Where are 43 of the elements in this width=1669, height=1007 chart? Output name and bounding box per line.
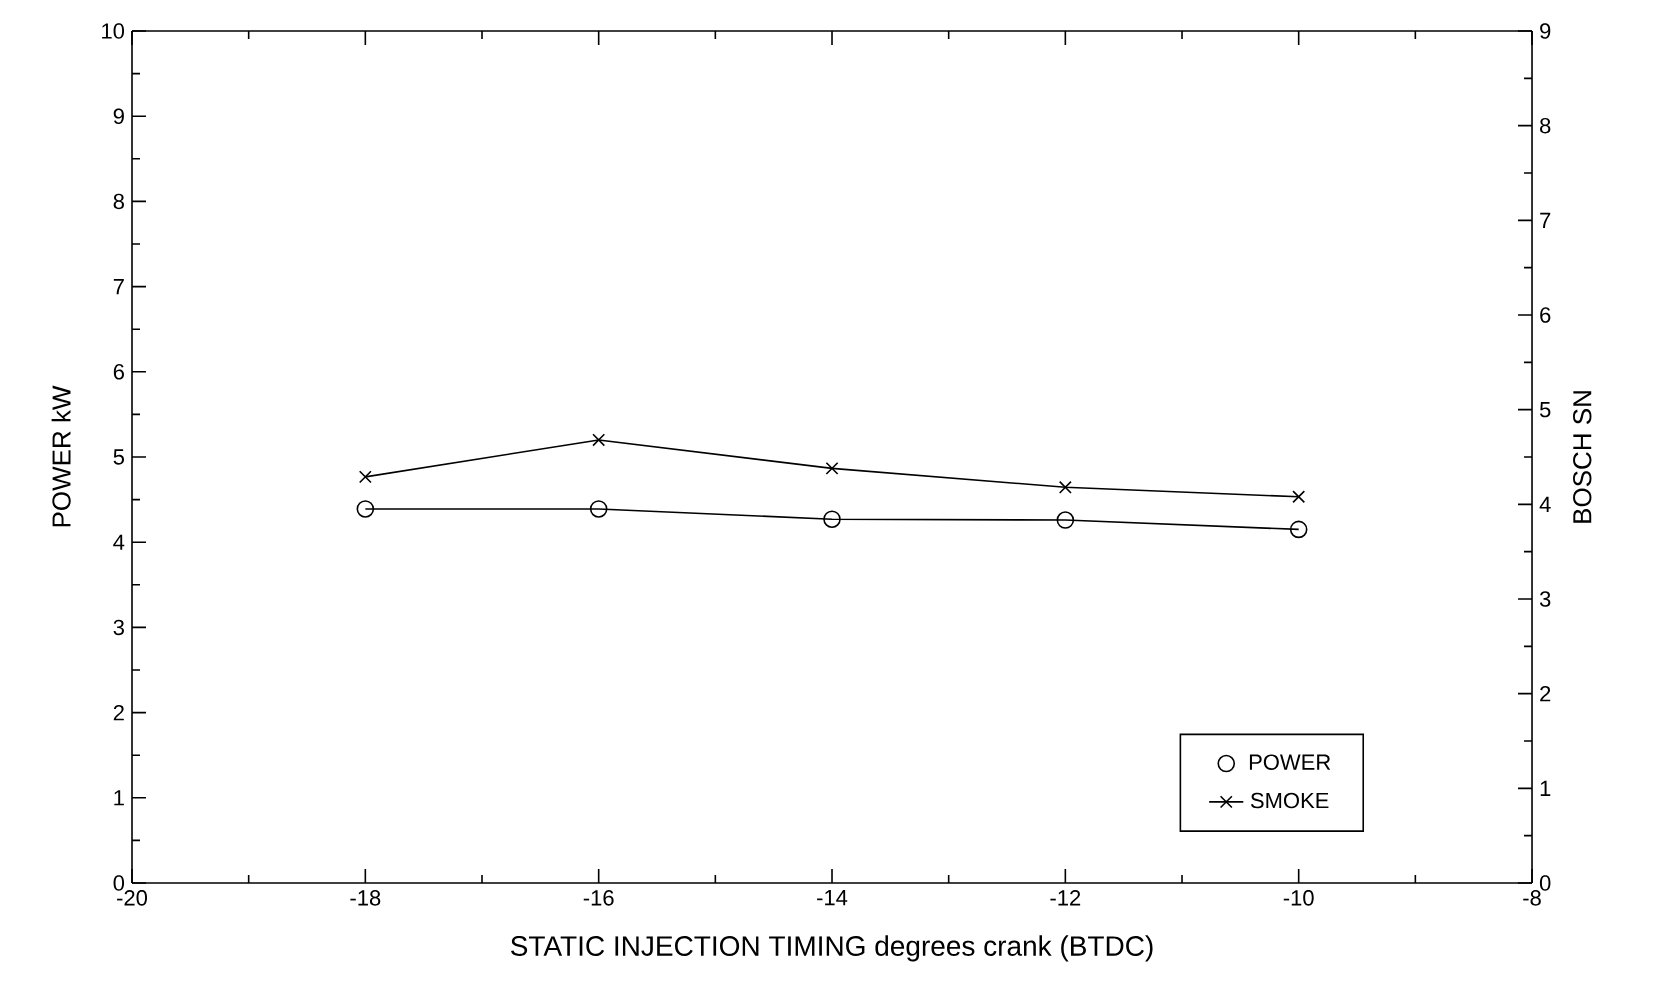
point	[825, 461, 839, 475]
x-tick-label: -10	[1283, 890, 1314, 906]
point	[1056, 511, 1075, 529]
y-tick-label: 4	[113, 534, 125, 550]
y2-tick-label: 3	[1539, 591, 1551, 607]
legend-label: POWER	[1249, 754, 1331, 770]
y-tick-label: 0	[113, 875, 125, 891]
y-tick-label: 10	[102, 23, 125, 39]
y2-tick-label: 9	[1540, 23, 1551, 39]
x-tick-label: -18	[350, 890, 381, 906]
y2-tick-label: 6	[1540, 307, 1551, 323]
x-tick-label: -16	[583, 890, 614, 906]
y-tick-label: 3	[113, 619, 124, 636]
point	[592, 433, 606, 447]
y2-tick-label: 1	[1540, 780, 1551, 796]
x-axis-title: STATIC INJECTION TIMING degrees crank (BTDC)	[511, 935, 1153, 962]
x-tick-label: -14	[817, 890, 848, 906]
point	[589, 500, 608, 518]
y-tick-label: 1	[114, 790, 124, 806]
y-tick-label: 6	[113, 364, 124, 380]
y2-tick-label: 7	[1540, 212, 1551, 228]
y-tick-label: 9	[113, 108, 124, 124]
y-tick-label: 5	[113, 449, 124, 465]
x-tick-label: -20	[117, 890, 148, 906]
x-tick-label: -12	[1050, 890, 1081, 906]
x-tick-label: -8	[1523, 890, 1541, 906]
legend-label: SMOKE	[1250, 792, 1329, 809]
y2-tick-label: 2	[1540, 686, 1551, 702]
point	[356, 500, 375, 518]
y2-tick-label: 8	[1540, 117, 1551, 134]
y2-tick-label: 5	[1539, 402, 1551, 418]
point	[823, 510, 841, 528]
y-tick-label: 2	[113, 704, 124, 721]
y-tick-label: 7	[113, 279, 124, 295]
y-tick-label: 8	[113, 193, 124, 210]
point	[1289, 520, 1308, 539]
point	[1058, 480, 1072, 494]
y2-axis-title: BOSCH SN	[1573, 391, 1592, 523]
point	[358, 470, 372, 484]
point	[1292, 490, 1306, 504]
y2-tick-label: 4	[1539, 496, 1551, 512]
y2-tick-label: 0	[1539, 875, 1551, 891]
y-axis-title: POWER kW	[51, 385, 71, 527]
